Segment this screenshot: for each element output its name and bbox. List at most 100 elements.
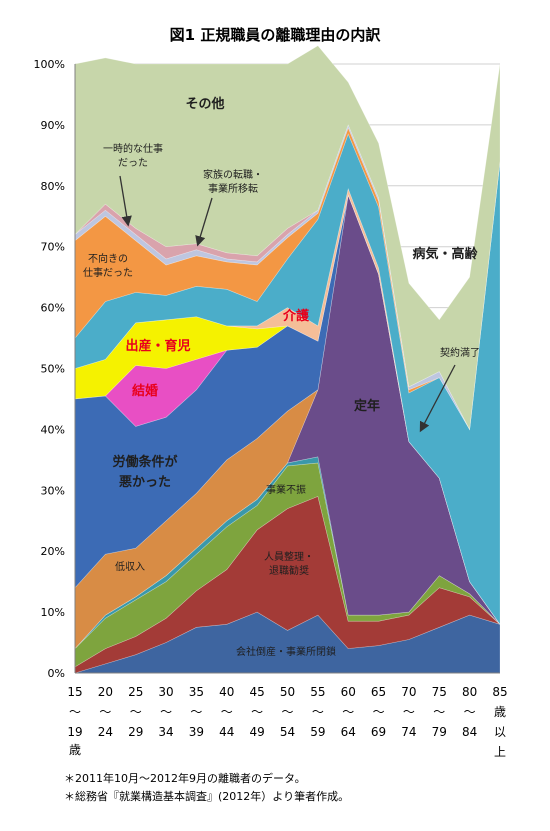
footnote-2: ＊総務省『就業構造基本調査』(2012年）より筆者作成。 bbox=[64, 790, 350, 803]
annotation-label: 一時的な仕事だった bbox=[103, 142, 163, 169]
y-tick-label: 0% bbox=[48, 667, 65, 680]
x-tick-tilde: 〜 bbox=[130, 705, 142, 719]
x-tick-label: 40 bbox=[219, 685, 234, 699]
annotation-line: 低収入 bbox=[115, 560, 145, 573]
x-tick-label: 44 bbox=[219, 725, 234, 739]
y-tick-label: 80% bbox=[41, 180, 65, 193]
annotation-line: 結婚 bbox=[132, 383, 158, 399]
x-tick-label: 50 bbox=[280, 685, 295, 699]
annotation-line: 病気・高齢 bbox=[412, 246, 478, 262]
x-tick-label: 85 bbox=[492, 685, 507, 699]
arrow-temporary-job bbox=[119, 175, 132, 227]
y-tick-label: 90% bbox=[41, 119, 65, 132]
y-tick-label: 10% bbox=[41, 606, 65, 619]
annotation-label: 事業不振 bbox=[266, 483, 306, 496]
annotation-line: 契約満了 bbox=[440, 346, 480, 359]
x-tick-tilde: 〜 bbox=[342, 705, 354, 719]
x-tick-tilde: 〜 bbox=[373, 705, 385, 719]
annotation-line: その他 bbox=[185, 96, 224, 112]
annotation-label: その他 bbox=[185, 96, 224, 112]
annotation-label: 契約満了 bbox=[440, 346, 480, 359]
x-tick-label: 59 bbox=[310, 725, 325, 739]
annotation-label: 人員整理・退職勧奨 bbox=[264, 550, 314, 577]
stacked-areas: 会社倒産・事業所閉鎖 人員整理・退職勧奨 事業不振 契約満了定年低収入 労働条件が悪かっ… bbox=[74, 45, 501, 674]
annotation-line: だった bbox=[118, 157, 148, 169]
annotation-label: 結婚 bbox=[132, 383, 158, 399]
annotation-label: 家族の転職・事業所移転 bbox=[203, 168, 263, 195]
annotation-label: 低収入 bbox=[115, 560, 145, 573]
x-tick-label: 64 bbox=[341, 725, 356, 739]
annotation-label: 定年 bbox=[353, 398, 380, 414]
annotation-arrows bbox=[119, 175, 456, 433]
x-tick-suffix: 上 bbox=[494, 745, 506, 759]
arrow-contract-end bbox=[419, 364, 456, 433]
x-tick-label: 34 bbox=[158, 725, 173, 739]
x-tick-label: 35 bbox=[189, 685, 204, 699]
annotation-line: 定年 bbox=[353, 398, 380, 414]
x-tick-label: 69 bbox=[371, 725, 386, 739]
x-tick-tilde: 〜 bbox=[69, 705, 81, 719]
x-tick-tilde: 〜 bbox=[281, 705, 293, 719]
annotation-label: 労働条件が悪かった bbox=[112, 454, 177, 490]
x-tick-label: 74 bbox=[401, 725, 416, 739]
x-tick-tilde: 〜 bbox=[464, 705, 476, 719]
annotation-line: 労働条件が bbox=[112, 454, 177, 470]
chart-area: 図1 正規職員の離職理由の内訳 会社倒産・事業所閉鎖 人員整理・退職勧奨 事業不振 契… bbox=[34, 26, 508, 759]
annotation-line: 退職勧奨 bbox=[269, 564, 309, 577]
chart-title: 図1 正規職員の離職理由の内訳 bbox=[170, 26, 382, 44]
x-tick-tilde: 〜 bbox=[403, 705, 415, 719]
y-tick-label: 30% bbox=[41, 484, 65, 497]
x-tick-label: 79 bbox=[432, 725, 447, 739]
x-tick-label: 80 bbox=[462, 685, 477, 699]
x-tick-suffix: 歳 bbox=[69, 743, 81, 757]
x-tick-tilde: 〜 bbox=[221, 705, 233, 719]
x-tick-label: 25 bbox=[128, 685, 143, 699]
x-tick-tilde: 〜 bbox=[160, 705, 172, 719]
x-tick-label: 75 bbox=[432, 685, 447, 699]
annotation-label: 会社倒産・事業所閉鎖 bbox=[236, 645, 336, 658]
annotation-line: 事業所移転 bbox=[208, 182, 258, 195]
annotation-label: 病気・高齢 bbox=[412, 246, 478, 262]
annotation-line: 介護 bbox=[282, 308, 310, 324]
x-tick-label: 70 bbox=[401, 685, 416, 699]
x-tick-label: 60 bbox=[341, 685, 356, 699]
x-tick-suffix: 以 bbox=[494, 725, 506, 739]
annotation-label: 不向きの仕事だった bbox=[83, 252, 133, 279]
annotation-label: 介護 bbox=[282, 308, 310, 324]
x-tick-label: 24 bbox=[98, 725, 113, 739]
y-tick-label: 70% bbox=[41, 241, 65, 254]
x-tick-label: 19 bbox=[67, 725, 82, 739]
x-tick-tilde: 〜 bbox=[99, 705, 111, 719]
x-tick-tilde: 〜 bbox=[312, 705, 324, 719]
y-tick-labels: 0% 10% 20% 30% 40% 50% 60% 70% 80% 90% 100% bbox=[34, 58, 65, 680]
x-tick-tilde: 〜 bbox=[251, 705, 263, 719]
axes bbox=[74, 64, 500, 674]
y-tick-label: 60% bbox=[41, 302, 65, 315]
annotation-line: 悪かった bbox=[119, 475, 171, 490]
annotation-line: 一時的な仕事 bbox=[103, 142, 163, 155]
annotation-line: 仕事だった bbox=[83, 266, 133, 279]
x-tick-label: 55 bbox=[310, 685, 325, 699]
arrow-family-transfer bbox=[195, 197, 213, 247]
x-tick-tilde: 〜 bbox=[433, 705, 445, 719]
x-tick-label: 30 bbox=[158, 685, 173, 699]
x-tick-label: 29 bbox=[128, 725, 143, 739]
x-tick-label: 45 bbox=[250, 685, 265, 699]
x-tick-label: 84 bbox=[462, 725, 477, 739]
x-tick-labels: 15 〜 19 20 〜 24 25 〜 29 30 〜 34 35 〜 39 40 〜 44 45 〜 49 50 〜 54… bbox=[67, 685, 507, 759]
x-tick-label: 65 bbox=[371, 685, 386, 699]
x-tick-label: 39 bbox=[189, 725, 204, 739]
annotation-line: 事業不振 bbox=[266, 483, 306, 496]
annotation-line: 会社倒産・事業所閉鎖 bbox=[236, 645, 336, 658]
annotation-line: 不向きの bbox=[88, 252, 128, 265]
footnote-1: ＊2011年10月〜2012年9月の離職者のデータ。 bbox=[64, 772, 306, 785]
y-tick-label: 40% bbox=[41, 423, 65, 436]
y-tick-label: 100% bbox=[34, 58, 65, 71]
y-tick-label: 50% bbox=[41, 363, 65, 376]
x-tick-tilde: 〜 bbox=[190, 705, 202, 719]
series-area-5: 低収入 bbox=[74, 193, 501, 650]
x-tick-label: 49 bbox=[250, 725, 265, 739]
y-tick-label: 20% bbox=[41, 545, 65, 558]
x-tick-suffix: 歳 bbox=[494, 705, 506, 719]
